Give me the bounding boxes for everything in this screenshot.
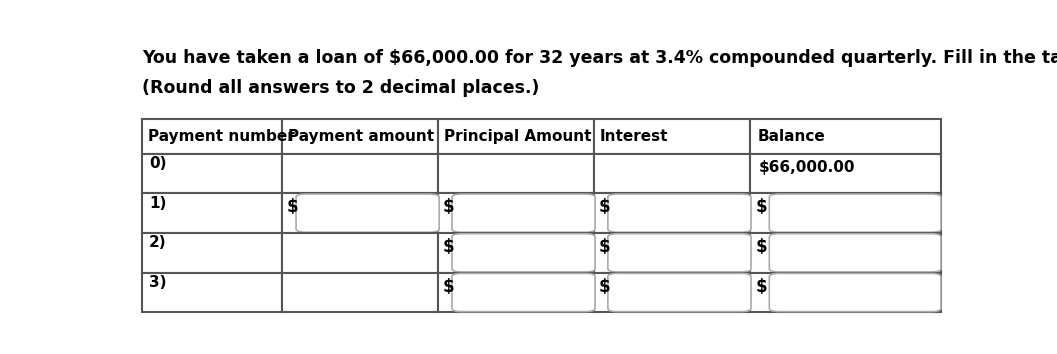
FancyBboxPatch shape (296, 194, 440, 232)
Bar (749, 119, 942, 154)
Bar (594, 193, 749, 233)
Text: 0): 0) (149, 156, 166, 171)
Bar (282, 233, 438, 273)
Bar (142, 273, 282, 312)
Bar (438, 233, 594, 273)
Bar (282, 154, 438, 193)
Text: Principal Amount: Principal Amount (444, 129, 592, 144)
Bar (594, 119, 749, 154)
Bar (438, 193, 594, 233)
Bar (438, 273, 594, 312)
Text: Balance: Balance (757, 129, 826, 144)
Bar (594, 154, 749, 193)
Text: 2): 2) (149, 235, 167, 250)
FancyBboxPatch shape (452, 273, 595, 312)
Text: $: $ (756, 238, 767, 256)
Bar (438, 119, 594, 154)
FancyBboxPatch shape (769, 234, 941, 272)
Text: $: $ (598, 198, 610, 216)
Text: You have taken a loan of $66,000.00 for 32 years at 3.4% compounded quarterly. F: You have taken a loan of $66,000.00 for … (142, 49, 1057, 67)
FancyBboxPatch shape (769, 273, 941, 312)
Text: $: $ (598, 238, 610, 256)
Bar (142, 193, 282, 233)
Bar (594, 273, 749, 312)
Bar (749, 154, 942, 193)
Text: $: $ (756, 278, 767, 296)
Text: Interest: Interest (600, 129, 668, 144)
Text: $: $ (756, 198, 767, 216)
Text: 3): 3) (149, 275, 166, 290)
Bar (749, 233, 942, 273)
Bar (142, 119, 282, 154)
Text: $: $ (443, 238, 455, 256)
Text: $66,000.00: $66,000.00 (759, 160, 856, 175)
Bar (142, 154, 282, 193)
Bar (594, 233, 749, 273)
Bar (142, 233, 282, 273)
Bar (282, 119, 438, 154)
Text: (Round all answers to 2 decimal places.): (Round all answers to 2 decimal places.) (142, 79, 539, 97)
FancyBboxPatch shape (769, 194, 941, 232)
Bar (438, 154, 594, 193)
Bar (749, 193, 942, 233)
FancyBboxPatch shape (608, 234, 750, 272)
Text: Payment number: Payment number (148, 129, 294, 144)
Text: $: $ (443, 278, 455, 296)
Text: $: $ (286, 198, 298, 216)
Bar (282, 273, 438, 312)
Bar (749, 273, 942, 312)
Text: $: $ (598, 278, 610, 296)
FancyBboxPatch shape (452, 234, 595, 272)
FancyBboxPatch shape (608, 273, 750, 312)
Text: Payment amount: Payment amount (289, 129, 434, 144)
Text: $: $ (443, 198, 455, 216)
Bar (282, 193, 438, 233)
Text: 1): 1) (149, 196, 166, 211)
FancyBboxPatch shape (452, 194, 595, 232)
FancyBboxPatch shape (608, 194, 750, 232)
